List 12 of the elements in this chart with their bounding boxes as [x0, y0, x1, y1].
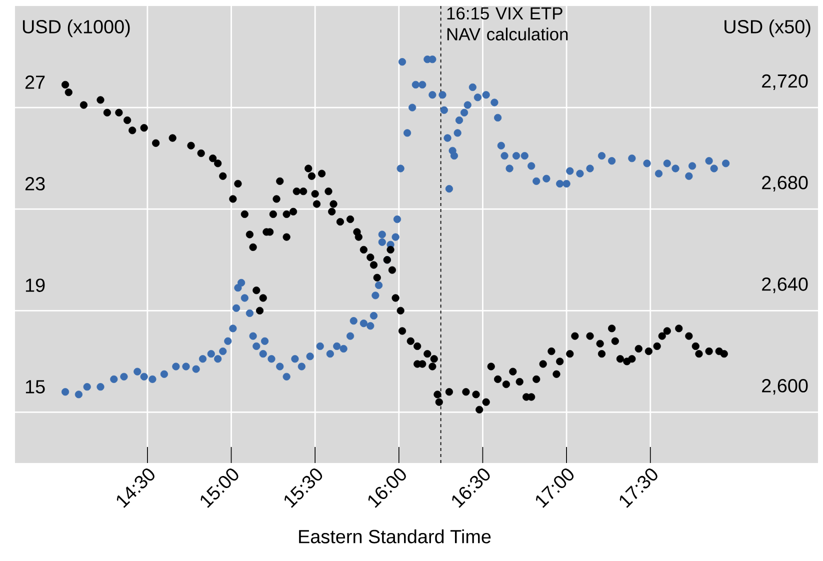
y-axis-title: USD (x1000)	[22, 20, 130, 38]
y2-tick-label: 2,720	[762, 74, 808, 90]
y-tick-label: 19	[26, 278, 45, 292]
y-tick-label: 27	[25, 76, 45, 89]
y2-tick-label: 2,640	[762, 277, 808, 294]
y2-tick-label: 2,600	[762, 379, 808, 395]
x-axis-title: Eastern Standard Time	[299, 529, 491, 544]
y-tick-label: 15	[26, 380, 45, 394]
ref-line-label: 16:15 VIX ETP NAV calculation	[447, 7, 568, 40]
y2-axis-title: USD (x50)	[724, 20, 810, 38]
y-tick-label: 23	[25, 177, 45, 190]
y2-tick-label: 2,680	[762, 176, 808, 192]
